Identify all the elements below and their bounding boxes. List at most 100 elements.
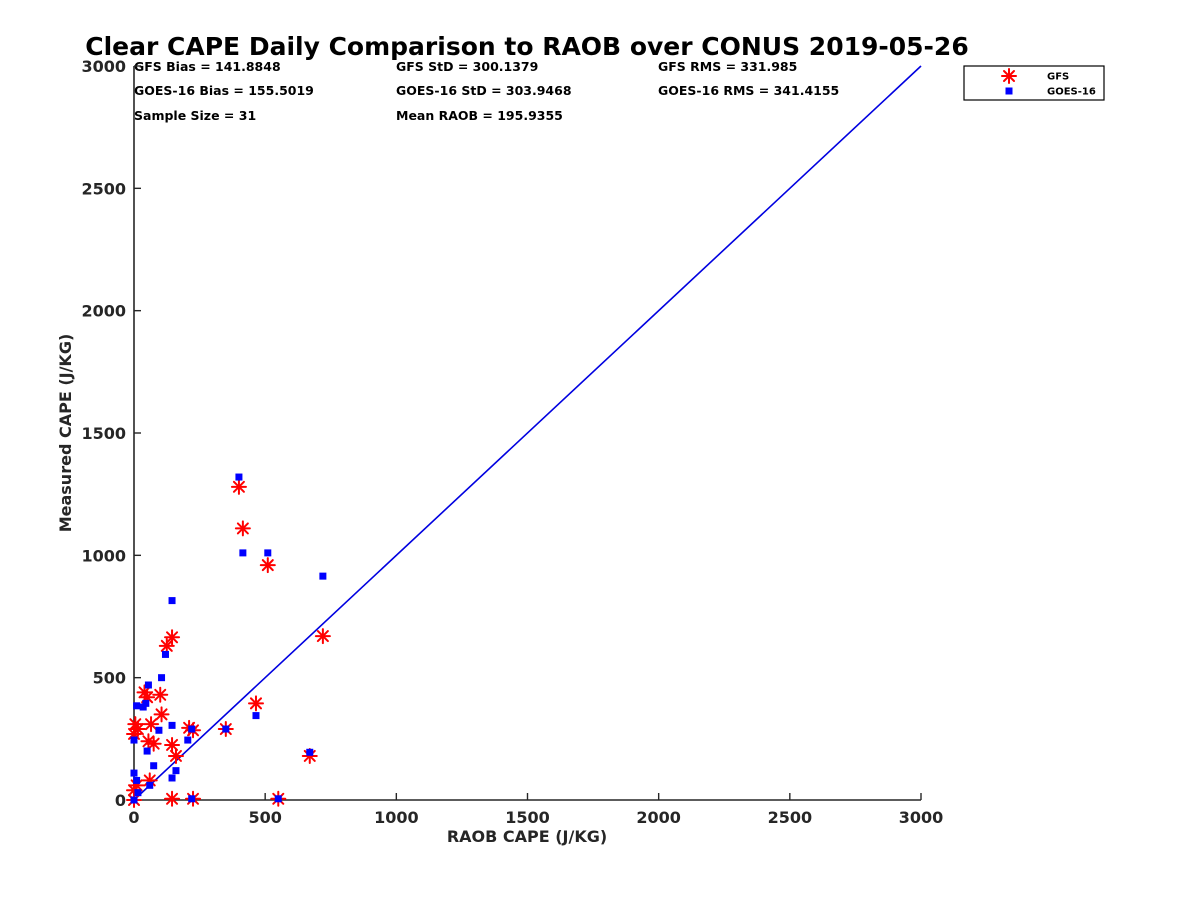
gfs-point xyxy=(167,747,184,764)
gfs-point xyxy=(152,686,169,703)
x-tick-label: 2000 xyxy=(636,808,681,827)
goes-16-point xyxy=(222,725,230,733)
gfs-point-stroke xyxy=(232,480,245,493)
goes-16-point xyxy=(144,681,152,689)
stat-text: GOES-16 StD = 303.9468 xyxy=(396,83,572,98)
series-goes-16 xyxy=(130,473,327,804)
gfs-point-stroke xyxy=(166,792,179,805)
goes-16-point xyxy=(168,721,176,729)
gfs-point-stroke xyxy=(160,639,173,652)
x-tick-label: 3000 xyxy=(899,808,944,827)
goes-16-point xyxy=(130,796,138,804)
data-points xyxy=(126,473,331,808)
y-tick-label: 1500 xyxy=(81,424,126,443)
goes-16-point xyxy=(143,747,151,755)
goes-16-point xyxy=(155,726,163,734)
y-tick-label: 500 xyxy=(93,669,126,688)
goes-16-point xyxy=(133,702,141,710)
goes-16-point xyxy=(188,725,196,733)
gfs-point-stroke xyxy=(147,737,160,750)
one-to-one-reference-line xyxy=(133,65,922,801)
gfs-point xyxy=(164,629,181,646)
x-ticks: 0 500 1000 1500 2000 2500 3000 xyxy=(128,793,943,827)
gfs-point-stroke xyxy=(155,708,168,721)
gfs-point xyxy=(314,628,331,645)
goes-16-point xyxy=(319,572,327,580)
goes-16-point xyxy=(184,736,192,744)
gfs-point-stroke xyxy=(169,749,182,762)
gfs-point-stroke xyxy=(145,718,158,731)
gfs-point xyxy=(259,557,276,574)
gfs-point-stroke xyxy=(129,718,142,731)
gfs-point-stroke xyxy=(138,686,151,699)
goes-16-point xyxy=(264,549,272,557)
y-tick-label: 0 xyxy=(115,791,126,810)
goes-16-point xyxy=(134,789,142,797)
stat-text: Sample Size = 31 xyxy=(134,108,256,123)
chart-title: Clear CAPE Daily Comparison to RAOB over… xyxy=(85,32,968,61)
legend-label-gfs: GFS xyxy=(1047,72,1069,83)
x-tick-label: 1500 xyxy=(505,808,550,827)
goes-16-point xyxy=(188,795,196,803)
goes-16-point xyxy=(133,776,141,784)
x-tick-label: 500 xyxy=(248,808,281,827)
goes-16-point xyxy=(274,795,282,803)
y-ticks: 0 500 1000 1500 2000 2500 3000 xyxy=(81,57,141,810)
goes-16-point xyxy=(130,736,138,744)
stat-text: GFS RMS = 331.985 xyxy=(658,59,797,74)
y-axis-label: Measured CAPE (J/KG) xyxy=(56,334,75,533)
gfs-point-stroke xyxy=(131,723,144,736)
gfs-point-stroke xyxy=(316,630,329,643)
statistics-block: GFS Bias = 141.8848 GFS StD = 300.1379 GFS… xyxy=(134,59,839,123)
stat-text: GOES-16 Bias = 155.5019 xyxy=(134,83,314,98)
y-tick-label: 2500 xyxy=(81,179,126,198)
gfs-point xyxy=(164,790,181,807)
gfs-point xyxy=(153,706,170,723)
goes-16-point xyxy=(142,699,150,707)
x-axis-label: RAOB CAPE (J/KG) xyxy=(447,827,607,846)
goes-16-point xyxy=(235,473,243,481)
gfs-point xyxy=(234,520,251,537)
gfs-point-stroke xyxy=(249,697,262,710)
goes-16-point xyxy=(130,769,138,777)
gfs-point xyxy=(247,695,264,712)
goes-16-point xyxy=(252,712,260,720)
legend: GFS GOES-16 xyxy=(963,65,1105,101)
goes-16-point xyxy=(168,774,176,782)
gfs-point-stroke xyxy=(236,522,249,535)
goes-16-point xyxy=(139,703,147,711)
gfs-point-stroke xyxy=(142,735,155,748)
goes-16-point xyxy=(172,767,180,775)
legend-marker-goes-16 xyxy=(1005,87,1013,95)
gfs-point xyxy=(230,478,247,495)
gfs-point xyxy=(143,716,160,733)
goes-16-point xyxy=(161,650,169,658)
x-tick-label: 1000 xyxy=(374,808,419,827)
y-tick-label: 1000 xyxy=(81,546,126,565)
gfs-point-stroke xyxy=(154,688,167,701)
legend-marker-gfs-stroke xyxy=(1003,70,1015,82)
stat-text: GFS Bias = 141.8848 xyxy=(134,59,281,74)
stat-text: GOES-16 RMS = 341.4155 xyxy=(658,83,839,98)
stat-text: GFS StD = 300.1379 xyxy=(396,59,538,74)
gfs-point-stroke xyxy=(166,631,179,644)
goes-16-point xyxy=(239,549,247,557)
y-tick-label: 2000 xyxy=(81,302,126,321)
goes-16-point xyxy=(306,748,314,756)
gfs-point xyxy=(129,721,146,738)
stat-text: Mean RAOB = 195.9355 xyxy=(396,108,563,123)
x-tick-label: 0 xyxy=(128,808,139,827)
goes-16-point xyxy=(146,781,154,789)
x-tick-label: 2500 xyxy=(768,808,813,827)
goes-16-point xyxy=(150,762,158,770)
legend-label-goes-16: GOES-16 xyxy=(1047,87,1096,98)
y-tick-label: 3000 xyxy=(81,57,126,76)
goes-16-point xyxy=(168,597,176,605)
gfs-point xyxy=(145,735,162,752)
gfs-point-stroke xyxy=(261,559,274,572)
goes-16-point xyxy=(158,674,166,682)
gfs-point-stroke xyxy=(166,738,179,751)
series-gfs xyxy=(126,478,331,808)
legend-box xyxy=(963,65,1105,101)
